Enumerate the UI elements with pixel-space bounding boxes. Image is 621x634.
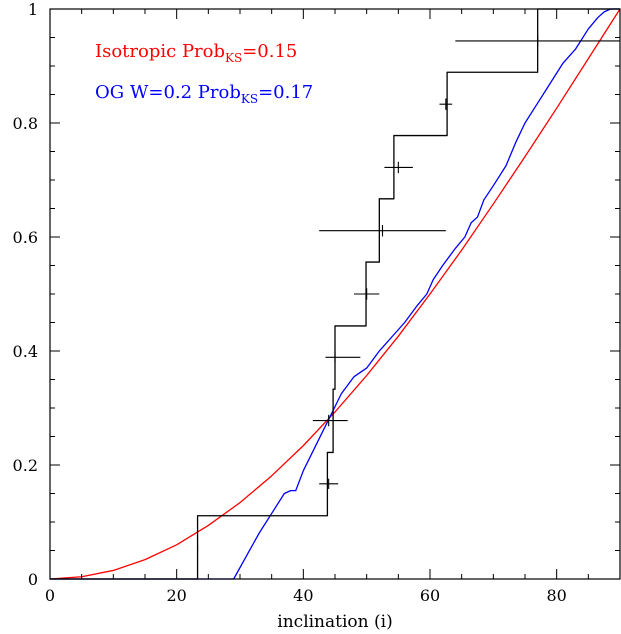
model-curve-0 <box>49 8 621 580</box>
y-tick-label: 0.6 <box>13 228 38 247</box>
x-tick-label: 40 <box>293 586 313 605</box>
error-bar <box>319 478 339 489</box>
error-bar <box>312 414 348 427</box>
legend: Isotropic ProbKS=0.15 OG W=0.2 ProbKS=0.1… <box>95 41 313 106</box>
y-tick-label: 0 <box>28 570 38 589</box>
error-bar-layer <box>197 35 620 551</box>
y-tick-label: 1 <box>28 0 38 19</box>
x-tick-label: 0 <box>45 586 55 605</box>
error-bar <box>455 35 620 47</box>
tick-labels-layer: 0 20 40 60 80 0 0.2 0.4 0.6 0.8 1 <box>13 0 567 605</box>
x-tick-label: 20 <box>166 586 186 605</box>
error-bar <box>325 351 361 363</box>
x-tick-label: 80 <box>546 586 566 605</box>
x-tick-label: 60 <box>420 586 440 605</box>
model-curve-1 <box>50 8 620 580</box>
y-tick-label: 0.4 <box>13 342 38 361</box>
legend-entry: Isotropic ProbKS=0.15 <box>95 41 297 65</box>
error-bar <box>439 98 453 110</box>
x-axis-title: inclination (i) <box>277 612 392 632</box>
error-bar <box>319 225 446 237</box>
y-tick-label: 0.2 <box>13 456 38 475</box>
legend-entry: OG W=0.2 ProbKS=0.17 <box>95 82 313 106</box>
error-bar <box>354 288 380 300</box>
ticks-layer <box>49 8 621 580</box>
y-tick-label: 0.8 <box>13 114 38 133</box>
error-bar <box>384 161 413 174</box>
